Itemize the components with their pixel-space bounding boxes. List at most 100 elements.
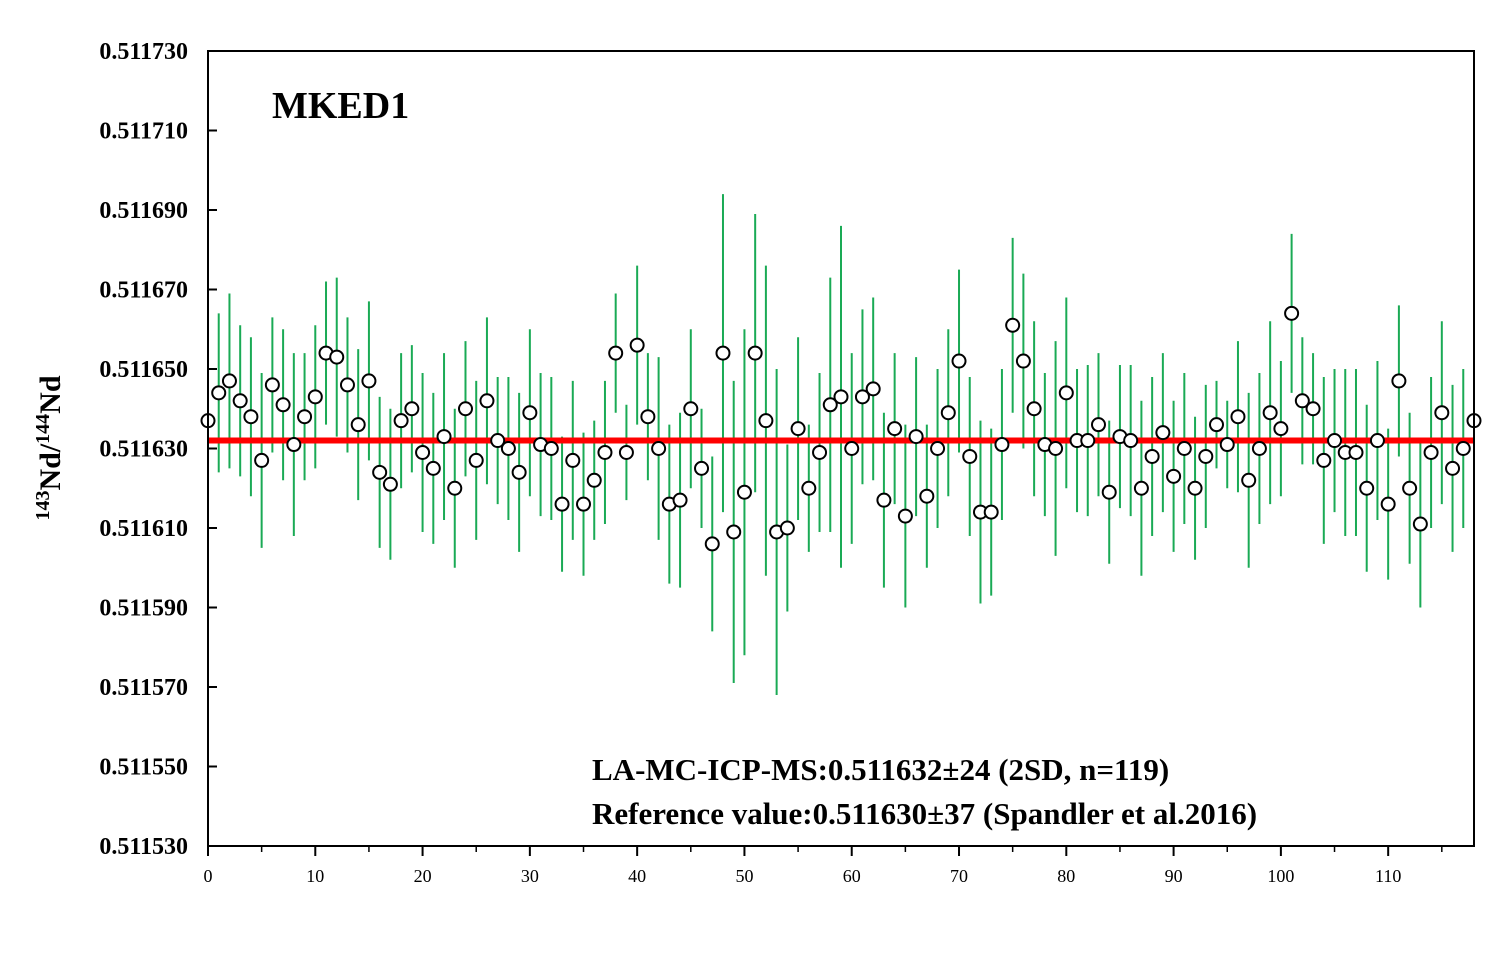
data-point xyxy=(1369,433,1385,449)
data-point xyxy=(221,373,237,389)
data-point xyxy=(865,381,881,397)
x-tick-label: 80 xyxy=(1057,866,1075,886)
data-point xyxy=(726,524,742,540)
data-point xyxy=(758,413,774,429)
data-point xyxy=(479,393,495,409)
data-point xyxy=(1058,385,1074,401)
x-tick-label: 110 xyxy=(1375,866,1401,886)
data-point xyxy=(425,460,441,476)
data-point xyxy=(1294,393,1310,409)
data-point xyxy=(1380,496,1396,512)
data-point xyxy=(994,437,1010,453)
y-tick-label: 0.511550 xyxy=(99,755,188,781)
y-axis-label: 143Nd/144Nd xyxy=(32,375,67,520)
data-point xyxy=(586,472,602,488)
data-point xyxy=(1144,448,1160,464)
data-point xyxy=(1026,401,1042,417)
data-point xyxy=(522,405,538,421)
x-tick-label: 10 xyxy=(306,866,324,886)
y-label-base2: Nd xyxy=(34,375,67,414)
annotation-measured: LA-MC-ICP-MS:0.511632±24 (2SD, n=119) xyxy=(592,752,1169,787)
data-point xyxy=(264,377,280,393)
data-point xyxy=(1305,401,1321,417)
y-tick-label: 0.511710 xyxy=(99,119,188,145)
y-axis: 0.511530 0.511550 0.511570 0.511590 0.511610… xyxy=(99,39,217,860)
data-point xyxy=(361,373,377,389)
x-tick-label: 60 xyxy=(843,866,861,886)
data-point xyxy=(1241,472,1257,488)
data-point xyxy=(511,464,527,480)
y-tick-label: 0.511630 xyxy=(99,437,188,463)
data-point xyxy=(618,444,634,460)
data-point xyxy=(1133,480,1149,496)
data-point xyxy=(736,484,752,500)
error-bars xyxy=(207,194,1475,695)
y-label-sup2: 144 xyxy=(32,414,54,444)
data-points xyxy=(200,305,1482,552)
data-point xyxy=(694,460,710,476)
data-point xyxy=(1209,417,1225,433)
data-point xyxy=(1198,448,1214,464)
data-point xyxy=(747,345,763,361)
data-point xyxy=(1015,353,1031,369)
annotation-reference: Reference value:0.511630±37 (Spandler et… xyxy=(592,796,1257,831)
data-point xyxy=(457,401,473,417)
data-point xyxy=(554,496,570,512)
data-point xyxy=(608,345,624,361)
data-point xyxy=(1455,441,1471,456)
data-point xyxy=(833,389,849,405)
data-point xyxy=(372,464,388,480)
data-point xyxy=(801,480,817,496)
data-point xyxy=(211,385,227,401)
data-point xyxy=(1123,433,1139,449)
data-point xyxy=(329,349,345,365)
data-point xyxy=(243,409,259,425)
data-point xyxy=(897,508,913,524)
data-point xyxy=(1348,444,1364,460)
data-point xyxy=(1359,480,1375,496)
data-point xyxy=(1155,425,1171,441)
data-point xyxy=(1048,441,1064,456)
data-point xyxy=(339,377,355,393)
data-point xyxy=(1101,484,1117,500)
y-tick-label: 0.511570 xyxy=(99,675,188,701)
data-point xyxy=(468,452,484,468)
data-point xyxy=(297,409,313,425)
data-point xyxy=(286,437,302,453)
y-label-sup1: 143 xyxy=(32,491,54,521)
data-point xyxy=(640,409,656,425)
y-tick-label: 0.511590 xyxy=(99,596,188,622)
data-point xyxy=(232,393,248,409)
x-tick-label: 30 xyxy=(521,866,539,886)
data-point xyxy=(254,452,270,468)
data-point xyxy=(1090,417,1106,433)
x-tick-label: 90 xyxy=(1165,866,1183,886)
data-point xyxy=(1187,480,1203,496)
data-point xyxy=(812,444,828,460)
data-point xyxy=(887,421,903,437)
y-label-base1: Nd/ xyxy=(34,443,67,490)
x-tick-label: 100 xyxy=(1267,866,1294,886)
data-point xyxy=(1316,452,1332,468)
data-point xyxy=(415,444,431,460)
data-point xyxy=(876,492,892,508)
data-point xyxy=(597,444,613,460)
data-point xyxy=(1412,516,1428,532)
data-point xyxy=(940,405,956,421)
data-point xyxy=(490,433,506,449)
data-point xyxy=(844,441,860,456)
y-tick-label: 0.511730 xyxy=(99,39,188,65)
x-tick-label: 20 xyxy=(414,866,432,886)
data-point xyxy=(790,421,806,437)
data-point xyxy=(565,452,581,468)
data-point xyxy=(576,496,592,512)
y-tick-label: 0.511650 xyxy=(99,357,188,383)
data-point xyxy=(672,492,688,508)
data-point xyxy=(1445,460,1461,476)
sample-label: MKED1 xyxy=(272,85,409,127)
y-tick-label: 0.511670 xyxy=(99,278,188,304)
data-point xyxy=(779,520,795,536)
data-point xyxy=(1434,405,1450,421)
data-point xyxy=(500,441,516,456)
data-point xyxy=(1230,409,1246,425)
